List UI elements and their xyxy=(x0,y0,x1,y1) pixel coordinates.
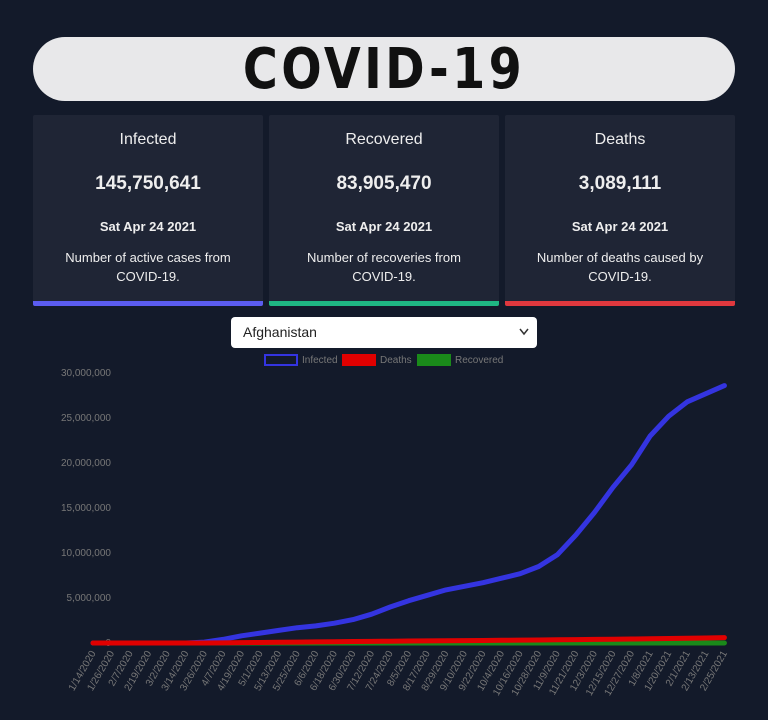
chart: 05,000,00010,000,00015,000,00020,000,000… xyxy=(61,354,730,698)
country-select[interactable]: Afghanistan xyxy=(231,317,537,348)
card-description: Number of recoveries from COVID-19. xyxy=(307,250,461,284)
card-value: 145,750,641 xyxy=(95,173,201,194)
card-value: 83,905,470 xyxy=(336,173,432,194)
y-tick-label: 10,000,000 xyxy=(61,548,111,559)
card-description: Number of active cases from COVID-19. xyxy=(65,250,231,284)
legend-label: Recovered xyxy=(455,355,503,366)
legend-label: Deaths xyxy=(380,355,412,366)
y-tick-label: 25,000,000 xyxy=(61,413,111,424)
card-title: Deaths xyxy=(594,131,646,148)
card-title: Recovered xyxy=(345,131,423,148)
series-line xyxy=(90,635,727,646)
selected-country: Afghanistan xyxy=(243,324,317,340)
dropdown-arrow xyxy=(519,328,529,336)
legend-swatch xyxy=(342,354,376,366)
card-title: Infected xyxy=(119,131,177,148)
y-tick-label: 15,000,000 xyxy=(61,503,111,514)
card-date: Sat Apr 24 2021 xyxy=(99,219,197,234)
legend-label: Infected xyxy=(302,355,338,366)
series-line xyxy=(90,383,727,646)
y-tick-label: 20,000,000 xyxy=(61,458,111,469)
stat-card: Infected 145,750,641 Sat Apr 24 2021 Number… xyxy=(33,115,263,306)
stat-card: Recovered 83,905,470 Sat Apr 24 2021 Number… xyxy=(269,115,499,306)
card-value: 3,089,111 xyxy=(578,173,662,194)
y-tick-label: 5,000,000 xyxy=(67,593,112,604)
title: COVID-19 xyxy=(242,36,526,102)
stat-card: Deaths 3,089,111 Sat Apr 24 2021 Number of … xyxy=(505,115,735,306)
card-date: Sat Apr 24 2021 xyxy=(335,219,433,234)
y-tick-label: 30,000,000 xyxy=(61,368,111,379)
card-date: Sat Apr 24 2021 xyxy=(571,219,669,234)
card-description: Number of deaths caused by COVID-19. xyxy=(536,250,704,284)
legend-swatch xyxy=(264,354,298,366)
legend-swatch xyxy=(417,354,451,366)
header: COVID-19 xyxy=(33,36,735,102)
